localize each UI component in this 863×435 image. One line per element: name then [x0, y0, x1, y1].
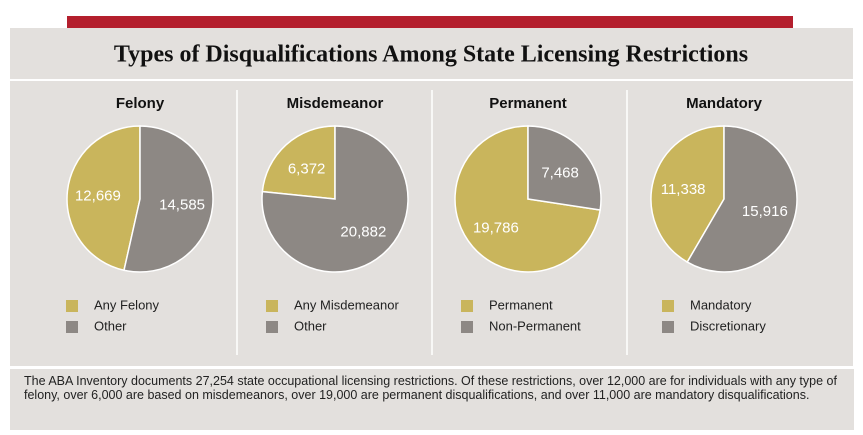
accent-bar: [67, 16, 793, 28]
legend-swatch: [266, 321, 278, 333]
pie-slice: [66, 125, 141, 272]
legend-swatch: [461, 321, 473, 333]
legend-swatch: [662, 300, 674, 312]
pie-slice: [527, 125, 602, 211]
legend-label: Permanent: [489, 297, 553, 312]
legend-label: Other: [294, 318, 327, 333]
legend-label: Mandatory: [690, 297, 752, 312]
legend-label: Discretionary: [690, 318, 766, 333]
value-label: 15,916: [742, 203, 788, 220]
pie-slice: [650, 125, 725, 264]
footnote: The ABA Inventory documents 27,254 state…: [10, 369, 854, 430]
legend-swatch: [66, 321, 78, 333]
legend-label: Any Misdemeanor: [294, 297, 399, 312]
pie-slice: [123, 125, 214, 273]
pie-title: Misdemeanor: [287, 95, 384, 112]
value-label: 19,786: [473, 220, 519, 237]
legend-swatch: [66, 300, 78, 312]
legend-label: Non-Permanent: [489, 318, 581, 333]
value-label: 6,372: [288, 161, 326, 178]
value-label: 11,338: [661, 181, 706, 198]
legend-label: Any Felony: [94, 297, 160, 312]
value-label: 12,669: [75, 187, 121, 204]
pie-slice: [261, 125, 336, 200]
legend-swatch: [662, 321, 674, 333]
chart-title: Types of Disqualifications Among State L…: [114, 42, 748, 68]
value-label: 20,882: [340, 223, 386, 240]
legend-label: Other: [94, 318, 127, 333]
chart: Types of Disqualifications Among State L…: [10, 16, 853, 366]
pie-slice: [686, 125, 798, 273]
pie-title: Felony: [116, 95, 165, 112]
value-label: 14,585: [159, 197, 205, 214]
pie-title: Permanent: [489, 95, 567, 112]
pie-title: Mandatory: [686, 95, 763, 112]
value-label: 7,468: [541, 164, 579, 181]
pie-slice: [261, 125, 409, 273]
legend-swatch: [266, 300, 278, 312]
legend-swatch: [461, 300, 473, 312]
